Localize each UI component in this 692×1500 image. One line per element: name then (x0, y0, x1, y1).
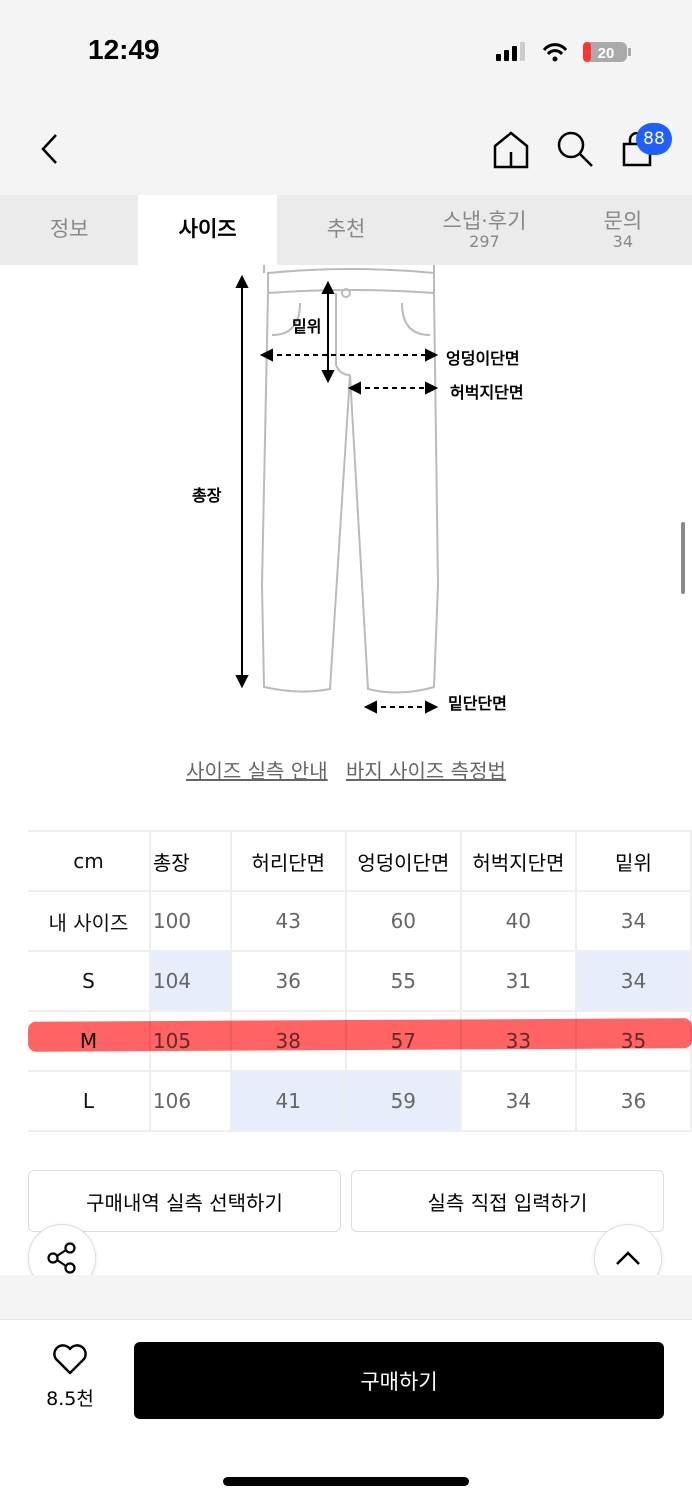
header-cell: 엉덩이단면 (344, 830, 462, 892)
manual-input-button[interactable]: 실측 직접 입력하기 (351, 1170, 664, 1232)
cell: 106 (148, 1070, 232, 1132)
tab-recommend[interactable]: 추천 (277, 195, 415, 265)
chevron-up-icon (616, 1251, 640, 1265)
cell: 40 (459, 890, 577, 952)
back-icon[interactable] (38, 132, 62, 166)
status-icons: 20 (496, 42, 631, 62)
measure-howto-link[interactable]: 바지 사이즈 측정법 (345, 759, 506, 783)
tab-bar: 정보 사이즈 추천 스냅·후기 297 문의 34 (0, 195, 692, 265)
cell: 41 (229, 1070, 347, 1132)
label-rise: 밑위 (292, 317, 322, 336)
buy-button[interactable]: 구매하기 (134, 1342, 664, 1419)
home-indicator (223, 1477, 469, 1486)
pants-illustration (235, 265, 440, 714)
cell: 55 (344, 950, 462, 1012)
cell: 43 (229, 890, 347, 952)
select-from-history-button[interactable]: 구매내역 실측 선택하기 (28, 1170, 341, 1232)
cell: 104 (148, 950, 232, 1012)
scrollbar[interactable] (681, 522, 685, 594)
header-cell: 총장 (148, 830, 232, 892)
search-icon[interactable] (556, 130, 596, 170)
tab-label: 정보 (49, 217, 89, 242)
cart-badge: 88 (636, 123, 672, 155)
cell: 36 (574, 1070, 692, 1132)
row-label: S (28, 950, 151, 1012)
heart-icon (53, 1344, 87, 1375)
tab-label: 스냅·후기 (442, 208, 527, 233)
divider-band (0, 1275, 692, 1320)
header-cell: 허벅지단면 (459, 830, 577, 892)
tab-label: 사이즈 (178, 217, 237, 242)
share-icon (47, 1242, 76, 1274)
tab-size[interactable]: 사이즈 (138, 195, 277, 265)
table-header: cm 총장 허리단면 엉덩이단면 허벅지단면 밑위 (28, 830, 692, 892)
table-row: S 104 36 55 31 34 (28, 950, 692, 1012)
tab-label: 추천 (326, 217, 366, 242)
table-row: L 106 41 59 34 36 (28, 1070, 692, 1132)
row-label: 내 사이즈 (28, 890, 151, 952)
header-cell: 밑위 (574, 830, 692, 892)
highlight-marker (27, 1018, 692, 1052)
battery-level: 20 (598, 45, 615, 62)
cell: 36 (229, 950, 347, 1012)
cell: 34 (459, 1070, 577, 1132)
top-area: 12:49 20 88 (0, 0, 692, 195)
like-button[interactable]: 8.5천 (30, 1344, 110, 1411)
header-cell: 허리단면 (229, 830, 347, 892)
label-hem: 밑단단면 (448, 694, 507, 713)
like-count: 8.5천 (46, 1388, 94, 1410)
cell: 100 (148, 890, 232, 952)
tab-reviews[interactable]: 스냅·후기 297 (415, 195, 553, 265)
size-guide-link[interactable]: 사이즈 실측 안내 (186, 759, 328, 783)
cell: 59 (344, 1070, 462, 1132)
tab-count: 297 (469, 231, 500, 251)
cell: 60 (344, 890, 462, 952)
tab-inquiry[interactable]: 문의 34 (554, 195, 692, 265)
label-hip: 엉덩이단면 (446, 349, 520, 368)
table-row: 내 사이즈 100 43 60 40 34 (28, 890, 692, 952)
cell: 34 (574, 950, 692, 1012)
size-links: 사이즈 실측 안내 바지 사이즈 측정법 (0, 755, 692, 784)
label-thigh: 허벅지단면 (450, 383, 524, 402)
row-label: L (28, 1070, 151, 1132)
cell: 31 (459, 950, 577, 1012)
label-length: 총장 (192, 486, 222, 505)
size-table: cm 총장 허리단면 엉덩이단면 허벅지단면 밑위 내 사이즈 100 43 6… (28, 830, 692, 1132)
size-diagram: 밑위 엉덩이단면 허벅지단면 총장 밑단단면 (0, 265, 692, 735)
header-cell: cm (28, 830, 151, 892)
tab-count: 34 (612, 231, 633, 251)
cell: 34 (574, 890, 692, 952)
home-icon[interactable] (492, 130, 532, 170)
status-time: 12:49 (88, 34, 160, 65)
tab-info[interactable]: 정보 (0, 195, 138, 265)
tab-label: 문의 (603, 208, 643, 233)
